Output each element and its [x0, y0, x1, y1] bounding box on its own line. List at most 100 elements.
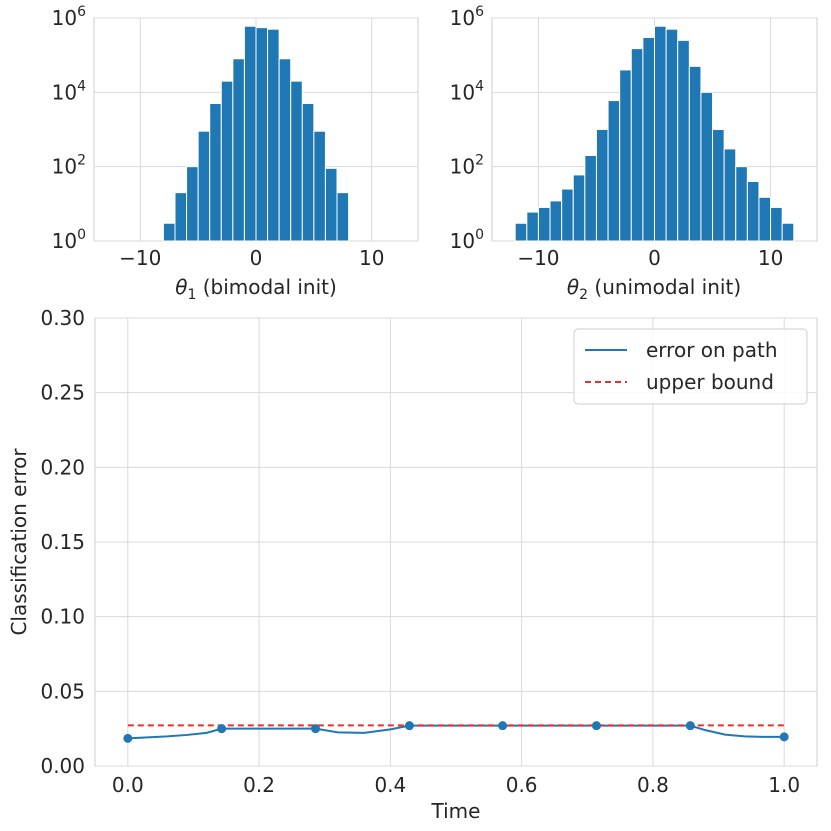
- hist1-x-axis-label: θ1 (bimodal init): [175, 275, 337, 303]
- hist1-xlabel-subscript: 1: [187, 287, 196, 303]
- line-y-tick-label: 0.25: [40, 381, 85, 405]
- hist1-bar: [290, 80, 303, 242]
- hist2-bar: [654, 25, 667, 242]
- hist1-x-tick-label: 10: [359, 246, 384, 270]
- hist1-bar: [232, 58, 245, 242]
- hist1-bar: [174, 192, 188, 242]
- hist1-y-ticks: 100 102 104 106: [52, 4, 86, 253]
- hist1-y-tick-label: 100: [52, 227, 86, 253]
- hist1-bar: [267, 28, 280, 242]
- hist2-bar: [561, 188, 574, 242]
- hist2-bar: [665, 28, 679, 242]
- hist2-x-tick-label: −10: [517, 246, 559, 270]
- series-error-on-path: [127, 724, 785, 740]
- hist1-y-tick-label: 106: [52, 4, 86, 30]
- hist1-bar: [301, 103, 315, 242]
- line-chart-classification-error: 0.000.050.100.150.200.250.30 0.0 0.2 0.4 0.…: [7, 306, 818, 823]
- line-y-tick-label: 0.05: [40, 679, 85, 703]
- path-marker: [685, 721, 695, 731]
- hist2-bars: [514, 25, 795, 242]
- legend: error on path upper bound: [573, 328, 808, 405]
- hist1-bar: [255, 27, 269, 242]
- hist2-bar: [619, 69, 632, 242]
- hist2-bar: [781, 222, 795, 242]
- path-marker: [404, 721, 414, 731]
- hist1-bar: [220, 80, 234, 242]
- hist2-y-ticks: 100 102 104 106: [450, 4, 484, 253]
- legend-box: [573, 328, 808, 405]
- path-marker: [217, 724, 227, 734]
- hist2-bar: [700, 91, 714, 242]
- hist1-x-tick-label: 0: [250, 246, 263, 270]
- path-marker: [591, 721, 601, 731]
- hist1-bar: [324, 167, 338, 242]
- hist2-xlabel-subscript: 2: [579, 287, 588, 303]
- hist1-bar: [197, 130, 211, 242]
- hist2-bar: [642, 36, 656, 242]
- hist2-bar: [723, 148, 737, 242]
- line-y-ticks: 0.00 0.05 0.10 0.15 0.20 0.25 0.30: [40, 306, 85, 778]
- line-x-axis-label: Time: [431, 799, 481, 823]
- hist1-bar: [162, 222, 176, 242]
- path-marker: [779, 732, 789, 742]
- legend-label-upper-bound: upper bound: [646, 370, 774, 394]
- hist2-bar: [677, 39, 690, 242]
- hist1-x-tick-label: −10: [119, 246, 161, 270]
- hist2-bar: [572, 174, 586, 242]
- line-y-tick-label: 0.20: [40, 455, 85, 479]
- hist2-bar: [688, 65, 702, 242]
- line-x-tick-label: 0.2: [243, 773, 275, 797]
- hist2-bar: [549, 200, 563, 242]
- line-y-tick-label: 0.15: [40, 530, 85, 554]
- hist2-bar: [514, 222, 528, 242]
- hist2-bar: [735, 166, 748, 242]
- hist2-bar: [595, 129, 609, 242]
- path-marker: [311, 724, 321, 734]
- hist1-bars: [162, 25, 350, 242]
- hist2-y-tick-label: 102: [450, 153, 484, 179]
- line-x-tick-label: 0.4: [374, 773, 406, 797]
- hist1-y-tick-label: 102: [52, 153, 86, 179]
- legend-label-error-on-path: error on path: [646, 338, 778, 362]
- line-y-tick-label: 0.10: [40, 605, 85, 629]
- histogram-theta1: 100 102 104 106 −10 0 10 θ1 (bimodal init): [52, 4, 419, 303]
- line-x-tick-label: 0.6: [506, 773, 538, 797]
- line-markers: [123, 721, 789, 743]
- hist2-x-axis-label: θ2 (unimodal init): [567, 275, 741, 303]
- hist2-bar: [537, 206, 551, 242]
- hist1-bar: [186, 166, 199, 242]
- line-y-tick-label: 0.00: [40, 754, 85, 778]
- hist1-bar: [313, 130, 326, 242]
- hist1-xlabel-rest: (bimodal init): [196, 275, 336, 299]
- hist1-xlabel-symbol: θ: [175, 275, 187, 299]
- hist2-x-tick-label: 0: [648, 246, 661, 270]
- histogram-theta2: 100 102 104 106 −10 0 10 θ2 (unimodal init): [450, 4, 818, 303]
- line-x-tick-label: 1.0: [768, 773, 800, 797]
- hist1-bar: [336, 192, 350, 242]
- hist1-x-ticks: −10 0 10: [119, 246, 384, 270]
- line-x-tick-label: 0.8: [637, 773, 669, 797]
- hist2-y-tick-label: 100: [450, 227, 484, 253]
- line-x-ticks: 0.0 0.2 0.4 0.6 0.8 1.0: [112, 773, 800, 797]
- line-y-axis-label: Classification error: [7, 448, 31, 636]
- hist2-bar: [758, 196, 772, 242]
- hist2-y-tick-label: 106: [450, 4, 484, 30]
- hist1-bar: [278, 58, 292, 242]
- line-y-tick-label: 0.30: [40, 306, 85, 330]
- line-x-tick-label: 0.0: [112, 773, 144, 797]
- hist2-y-tick-label: 104: [450, 78, 484, 104]
- hist1-bar: [243, 25, 257, 242]
- hist1-bar: [209, 103, 222, 242]
- hist2-bar: [584, 154, 597, 242]
- line-grid: [95, 317, 817, 767]
- hist2-xlabel-rest: (unimodal init): [588, 275, 741, 299]
- hist2-bar: [712, 129, 725, 242]
- path-marker: [498, 721, 508, 731]
- hist2-x-ticks: −10 0 10: [517, 246, 783, 270]
- hist2-bar: [526, 211, 539, 242]
- hist2-bar: [630, 48, 644, 242]
- hist2-xlabel-symbol: θ: [567, 275, 579, 299]
- path-marker: [123, 733, 133, 743]
- line-series: [127, 724, 785, 740]
